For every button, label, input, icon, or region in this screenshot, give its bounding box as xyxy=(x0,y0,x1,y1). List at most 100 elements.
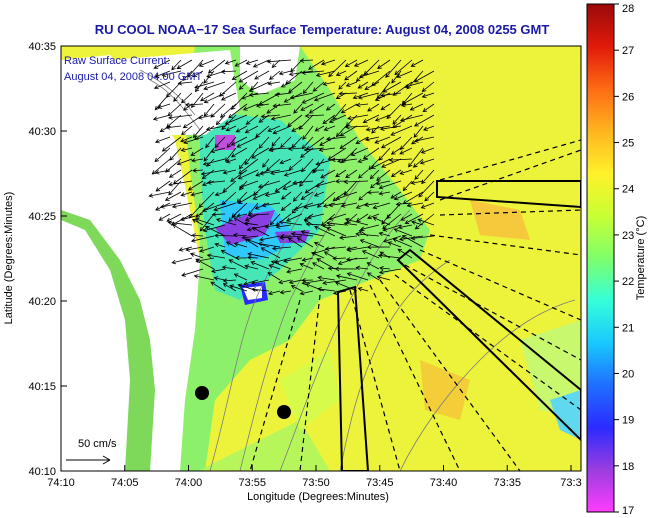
current-vector-arrow xyxy=(323,125,336,131)
current-vector-arrow xyxy=(203,103,215,117)
current-vector-arrow xyxy=(185,246,204,252)
current-vector-arrow xyxy=(220,249,237,259)
current-vector-arrow xyxy=(238,81,248,90)
current-vector-arrow xyxy=(154,169,171,175)
current-vector-arrow xyxy=(419,158,435,165)
current-vector-arrow xyxy=(296,237,314,248)
y-tick-label: 40:10 xyxy=(28,466,56,478)
current-vector-arrow xyxy=(378,231,391,237)
current-vector-arrow xyxy=(199,246,215,253)
current-vector-arrow xyxy=(214,242,226,248)
current-vector-arrow xyxy=(222,169,237,175)
current-vector-arrow xyxy=(413,70,435,83)
current-vector-arrow xyxy=(231,202,248,218)
current-vector-arrow xyxy=(230,147,248,158)
current-vector-arrow xyxy=(154,136,171,144)
current-vector-arrow xyxy=(161,70,182,77)
current-vector-arrow xyxy=(330,157,347,162)
x-axis-ticks: 74:10 74:05 74:00 73:55 73:50 73:45 73:40 73:35… xyxy=(47,465,582,489)
colorbar-tick-label: 28 xyxy=(622,3,634,15)
current-vector-arrow xyxy=(376,275,391,281)
current-vector-arrow xyxy=(176,59,193,69)
colorbar-tick-label: 24 xyxy=(622,184,634,196)
current-vector-arrow xyxy=(247,252,270,259)
current-vector-arrow xyxy=(288,81,303,93)
current-vector-arrow xyxy=(230,169,248,182)
current-vector-arrow xyxy=(286,268,303,274)
current-vector-arrow xyxy=(270,260,292,270)
current-vector-arrow xyxy=(210,147,226,154)
current-vector-arrow xyxy=(200,92,215,102)
current-vector-arrow xyxy=(355,265,369,271)
colorbar-tick-label: 19 xyxy=(622,415,634,427)
current-vector-arrow xyxy=(280,202,292,211)
y-tick-label: 40:30 xyxy=(28,126,56,138)
colorbar-tick-label: 18 xyxy=(622,461,634,473)
current-vector-arrow xyxy=(305,283,325,292)
current-vector-arrow xyxy=(191,158,204,163)
current-vector-arrow xyxy=(220,69,237,74)
current-vector-arrow xyxy=(390,191,402,199)
current-vector-arrow xyxy=(308,103,325,114)
current-vector-arrow xyxy=(274,92,292,97)
current-vector-arrow xyxy=(366,262,380,270)
current-vector-arrow xyxy=(233,217,248,226)
current-vector-arrow xyxy=(383,235,402,243)
current-vector-arrow xyxy=(399,147,413,155)
current-vector-arrow xyxy=(202,202,226,213)
current-vector-arrow xyxy=(221,265,237,270)
current-vector-arrow xyxy=(387,241,402,248)
current-vector-arrow xyxy=(374,114,391,122)
current-vector-arrow xyxy=(207,59,226,74)
current-vector-arrow xyxy=(396,70,413,79)
current-vector-arrow xyxy=(346,272,369,281)
current-vector-arrow xyxy=(269,146,292,152)
current-vector-arrow xyxy=(344,59,358,68)
current-vector-arrow xyxy=(167,220,193,226)
current-vector-arrow xyxy=(392,238,413,248)
current-vector-arrow xyxy=(390,125,413,136)
current-vector-arrow xyxy=(245,114,259,125)
current-vector-arrow xyxy=(222,278,237,283)
current-vector-arrow xyxy=(211,268,226,274)
current-vector-arrow xyxy=(421,92,435,98)
current-vector-arrow xyxy=(234,255,248,261)
current-vector-arrow xyxy=(165,158,182,173)
current-vector-arrow xyxy=(177,80,193,86)
current-vector-arrow xyxy=(278,279,292,285)
current-vector-arrow xyxy=(168,169,182,178)
current-vector-arrow xyxy=(304,113,325,119)
current-vector-arrow xyxy=(158,213,171,221)
current-vector-arrow xyxy=(357,158,369,164)
current-vector-arrow xyxy=(214,191,226,197)
current-vector-arrow xyxy=(385,59,402,78)
y-tick-label: 40:25 xyxy=(28,211,56,223)
current-vector-arrow xyxy=(293,103,303,114)
current-vector-arrow xyxy=(355,102,369,108)
legend-line-1: Raw Surface Current: xyxy=(64,55,170,67)
current-vector-arrow xyxy=(401,92,424,105)
current-vector-arrow xyxy=(269,70,281,80)
current-vector-arrow xyxy=(255,169,270,177)
current-vector-arrow xyxy=(172,224,193,237)
current-vector-arrow xyxy=(355,202,369,209)
current-vector-arrow xyxy=(299,58,314,63)
current-vector-arrow xyxy=(366,272,380,281)
current-vector-arrow xyxy=(382,81,402,93)
colorbar-tick-label: 25 xyxy=(622,138,634,150)
colorbar-tick-label: 27 xyxy=(622,45,634,57)
current-vector-arrow xyxy=(239,180,259,189)
current-vector-arrow xyxy=(400,213,413,221)
current-vector-arrow xyxy=(171,257,193,265)
current-vector-arrow xyxy=(420,147,435,154)
current-vector-arrow xyxy=(328,59,347,78)
current-vector-arrow xyxy=(402,180,413,192)
current-vector-arrow xyxy=(320,59,336,66)
current-vector-arrow xyxy=(411,220,424,226)
current-vector-arrow xyxy=(400,102,413,108)
current-vector-arrow xyxy=(229,284,248,292)
current-vector-arrow xyxy=(260,114,281,119)
current-vector-arrow xyxy=(327,147,347,160)
current-vector-arrow xyxy=(194,217,215,226)
current-vector-arrow xyxy=(283,257,303,263)
